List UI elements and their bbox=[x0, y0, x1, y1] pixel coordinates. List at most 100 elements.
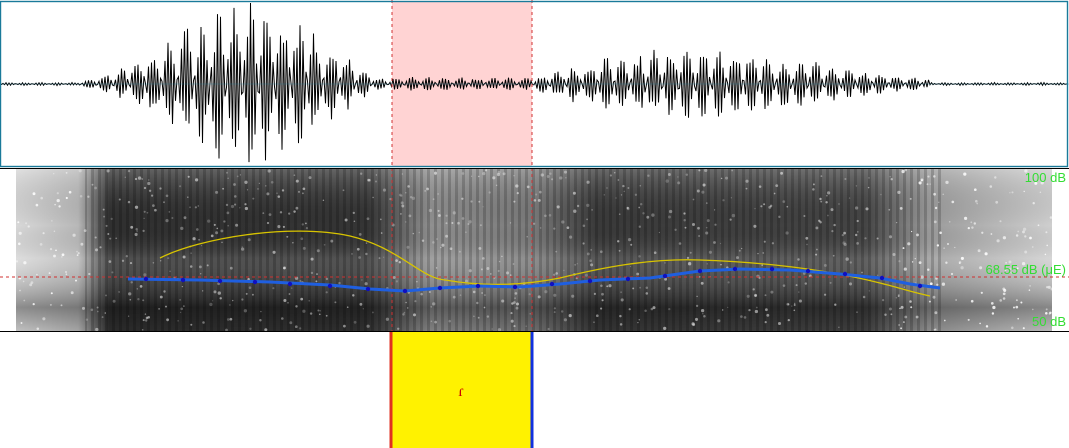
speckle bbox=[593, 292, 597, 296]
speckle bbox=[942, 193, 944, 195]
speckle bbox=[55, 249, 57, 252]
speckle bbox=[765, 308, 768, 312]
speckle bbox=[933, 175, 936, 178]
speckle bbox=[244, 206, 249, 211]
speckle bbox=[135, 227, 138, 231]
speckle bbox=[56, 192, 59, 195]
speckle bbox=[361, 279, 363, 281]
speckle bbox=[353, 320, 357, 324]
speckle bbox=[315, 280, 318, 283]
speckle bbox=[226, 171, 228, 174]
speckle bbox=[1034, 181, 1038, 185]
speckle bbox=[165, 218, 169, 223]
speckle bbox=[555, 250, 558, 253]
speckle bbox=[265, 185, 267, 187]
speckle bbox=[951, 200, 955, 204]
speckle bbox=[627, 187, 630, 189]
speckle bbox=[804, 282, 807, 285]
db-min-label: 50 dB bbox=[1032, 314, 1066, 329]
speckle bbox=[305, 222, 307, 225]
speckle bbox=[270, 180, 274, 184]
speckle bbox=[283, 298, 287, 303]
speckle bbox=[782, 200, 786, 203]
speckle bbox=[584, 273, 588, 277]
speckle bbox=[763, 240, 766, 243]
speckle bbox=[192, 237, 196, 241]
speckle bbox=[786, 302, 790, 306]
speckle bbox=[909, 197, 912, 200]
speckle bbox=[1015, 234, 1019, 237]
speckle bbox=[540, 173, 544, 177]
speckle bbox=[820, 175, 823, 177]
speckle bbox=[645, 286, 649, 289]
speckle bbox=[1022, 227, 1027, 231]
speckle bbox=[225, 203, 229, 207]
speckle bbox=[56, 198, 60, 203]
pitch-point bbox=[327, 283, 333, 289]
speckle bbox=[553, 311, 556, 314]
speckle bbox=[760, 205, 763, 208]
spectrogram-pane[interactable]: 100 dB 68.55 dB (μE) 50 dB bbox=[0, 168, 1069, 332]
speckle bbox=[260, 310, 262, 313]
speckle bbox=[473, 315, 475, 318]
speckle bbox=[929, 282, 933, 286]
spectrogram-canvas[interactable]: 100 dB 68.55 dB (μE) 50 dB bbox=[0, 168, 1069, 332]
speckle bbox=[298, 190, 300, 193]
speckle bbox=[68, 190, 72, 194]
speckle bbox=[364, 282, 368, 286]
speckle bbox=[600, 307, 603, 310]
speckle bbox=[501, 255, 503, 258]
speckle bbox=[158, 308, 160, 310]
speckle bbox=[802, 272, 806, 275]
interval-label[interactable]: ɾ bbox=[458, 383, 463, 400]
speckle bbox=[491, 328, 493, 330]
speckle bbox=[960, 266, 964, 270]
speckle bbox=[96, 306, 99, 309]
speckle bbox=[239, 207, 241, 209]
waveform-pane[interactable] bbox=[0, 0, 1069, 168]
speckle bbox=[1032, 202, 1035, 205]
speckle bbox=[819, 197, 822, 201]
speckle bbox=[403, 311, 406, 314]
speckle bbox=[689, 251, 692, 254]
speckle bbox=[565, 177, 567, 179]
speckle bbox=[143, 186, 147, 190]
speckle bbox=[914, 257, 916, 260]
speckle bbox=[325, 277, 329, 281]
speckle bbox=[865, 207, 869, 211]
speckle bbox=[27, 225, 30, 228]
speckle bbox=[323, 243, 326, 246]
pitch-point bbox=[662, 273, 668, 279]
speckle bbox=[934, 311, 938, 315]
speckle bbox=[818, 219, 821, 222]
speckle bbox=[900, 327, 903, 330]
speckle bbox=[793, 302, 796, 305]
textgrid-tier-pane[interactable]: ɾ bbox=[0, 332, 1069, 448]
speckle bbox=[293, 174, 296, 177]
speckle bbox=[372, 196, 374, 199]
speckle bbox=[515, 184, 519, 188]
speckle bbox=[700, 281, 704, 285]
speckle bbox=[903, 267, 907, 271]
speckle bbox=[898, 260, 901, 263]
speckle bbox=[622, 184, 625, 188]
speckle bbox=[215, 190, 219, 194]
waveform-canvas[interactable] bbox=[0, 0, 1069, 168]
speckle bbox=[281, 189, 285, 192]
speckle bbox=[401, 173, 404, 175]
speckle bbox=[244, 203, 247, 206]
speckle bbox=[346, 306, 349, 309]
speckle bbox=[601, 299, 604, 302]
speckle bbox=[613, 172, 616, 174]
tier-interval-selected[interactable] bbox=[392, 332, 532, 448]
pitch-point bbox=[805, 268, 811, 274]
speckle bbox=[209, 302, 213, 307]
speckle bbox=[920, 178, 924, 182]
speckle bbox=[61, 256, 63, 258]
speckle bbox=[222, 187, 225, 190]
speckle bbox=[87, 195, 90, 198]
speckle bbox=[115, 237, 118, 240]
tier-canvas[interactable]: ɾ bbox=[0, 332, 1069, 448]
speckle bbox=[412, 232, 415, 235]
speckle bbox=[94, 236, 97, 239]
